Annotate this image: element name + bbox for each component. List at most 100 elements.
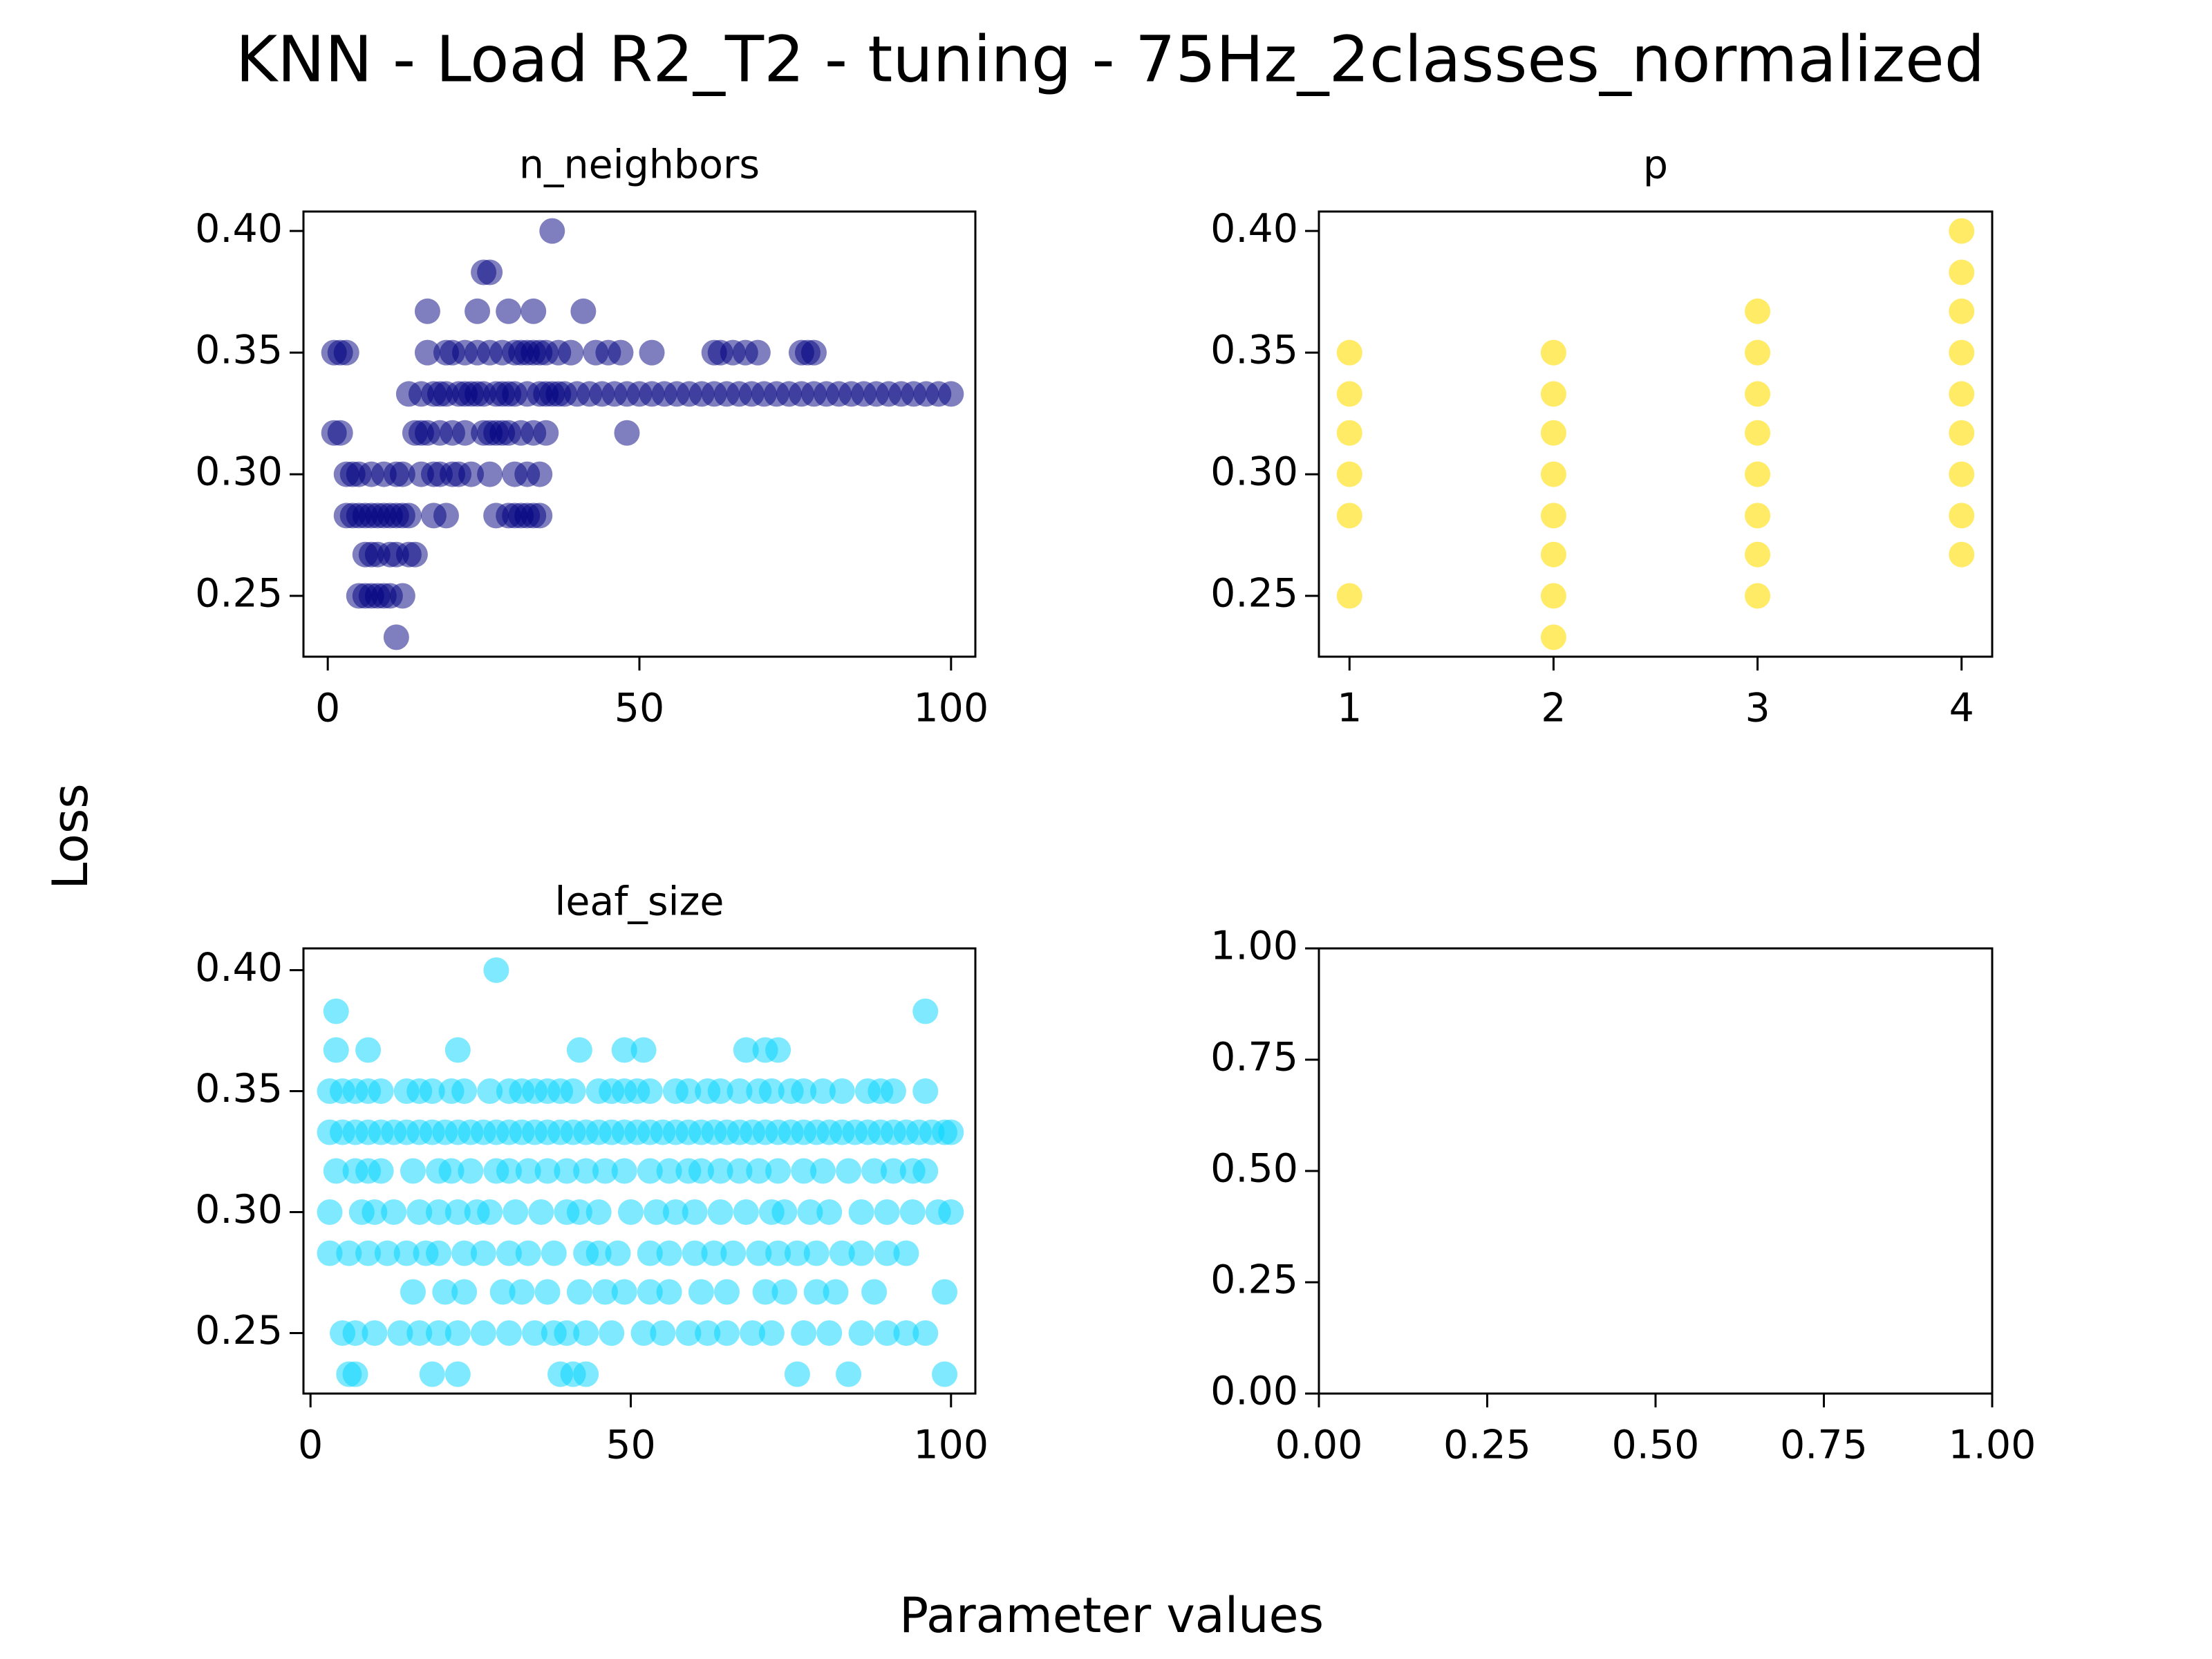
point bbox=[765, 1240, 791, 1266]
point bbox=[611, 1158, 637, 1184]
point bbox=[740, 1320, 766, 1346]
point bbox=[771, 1199, 798, 1225]
point bbox=[744, 339, 771, 366]
point bbox=[816, 1199, 843, 1225]
point bbox=[829, 1078, 855, 1104]
point bbox=[573, 1158, 599, 1184]
point bbox=[317, 1240, 343, 1266]
x-tick-label: 50 bbox=[615, 686, 665, 731]
point bbox=[541, 1240, 567, 1266]
point bbox=[496, 1158, 522, 1184]
y-tick-label: 0.25 bbox=[195, 1308, 283, 1353]
point bbox=[644, 1199, 670, 1225]
point bbox=[912, 1158, 939, 1184]
point bbox=[477, 259, 503, 285]
point bbox=[521, 298, 547, 324]
point bbox=[797, 1199, 823, 1225]
point bbox=[605, 1240, 631, 1266]
point bbox=[406, 1199, 433, 1225]
point bbox=[893, 1240, 919, 1266]
y-tick-label: 0.25 bbox=[195, 571, 283, 617]
point bbox=[432, 1279, 458, 1305]
point bbox=[336, 1240, 362, 1266]
x-tick-label: 3 bbox=[1745, 686, 1770, 731]
point bbox=[389, 583, 415, 609]
point bbox=[682, 1199, 708, 1225]
point bbox=[496, 298, 522, 324]
point bbox=[1540, 339, 1566, 366]
point bbox=[393, 1240, 420, 1266]
point bbox=[444, 1037, 471, 1063]
point bbox=[1540, 541, 1566, 568]
point bbox=[791, 1320, 817, 1346]
point bbox=[444, 1361, 471, 1387]
point bbox=[527, 503, 553, 529]
point bbox=[1336, 420, 1362, 446]
x-tick-label: 0 bbox=[298, 1423, 323, 1468]
point bbox=[387, 1320, 413, 1346]
y-axis-label: Loss bbox=[42, 783, 99, 890]
x-axis-label: Parameter values bbox=[899, 1587, 1324, 1644]
point bbox=[452, 420, 478, 446]
x-tick-label: 2 bbox=[1541, 686, 1566, 731]
point bbox=[585, 1240, 612, 1266]
y-tick-label: 0.35 bbox=[195, 328, 283, 373]
point bbox=[489, 1279, 516, 1305]
point bbox=[1949, 541, 1975, 568]
point bbox=[477, 1078, 503, 1104]
point bbox=[614, 420, 640, 446]
point bbox=[1540, 503, 1566, 529]
point bbox=[534, 1279, 561, 1305]
point bbox=[585, 1199, 612, 1225]
point bbox=[389, 461, 415, 487]
y-tick-label: 0.35 bbox=[1210, 328, 1298, 373]
point bbox=[1745, 503, 1771, 529]
x-tick-label: 4 bbox=[1949, 686, 1974, 731]
point bbox=[861, 1279, 888, 1305]
point bbox=[758, 1078, 785, 1104]
point bbox=[707, 1158, 733, 1184]
y-tick-label: 0.30 bbox=[195, 1187, 283, 1232]
x-tick-label: 0 bbox=[315, 686, 340, 731]
point bbox=[483, 957, 509, 983]
point bbox=[1949, 298, 1975, 324]
y-tick-label: 0.30 bbox=[195, 449, 283, 495]
point bbox=[707, 1078, 733, 1104]
point bbox=[1336, 583, 1362, 609]
point bbox=[426, 1320, 452, 1346]
point bbox=[611, 1279, 637, 1305]
point bbox=[1745, 541, 1771, 568]
point bbox=[656, 1158, 682, 1184]
point bbox=[682, 1240, 708, 1266]
point bbox=[426, 1199, 452, 1225]
point bbox=[451, 1240, 478, 1266]
point bbox=[383, 624, 409, 650]
point bbox=[470, 1240, 496, 1266]
axes-frame bbox=[1318, 210, 1994, 658]
point bbox=[400, 1158, 426, 1184]
point bbox=[630, 1037, 657, 1063]
point bbox=[558, 339, 584, 366]
point bbox=[444, 1199, 471, 1225]
point bbox=[637, 1279, 663, 1305]
point bbox=[912, 1320, 939, 1346]
point bbox=[727, 1078, 753, 1104]
point bbox=[566, 1279, 592, 1305]
point bbox=[675, 1078, 702, 1104]
point bbox=[848, 1240, 874, 1266]
point bbox=[1745, 583, 1771, 609]
subplot: leaf_size 0 50 100 0.25 0.30 0.35 0.40 bbox=[195, 879, 988, 1468]
subplot: n_neighbors 0 50 100 0.25 0.30 0.35 0.40 bbox=[195, 142, 988, 731]
point bbox=[554, 1320, 580, 1346]
point bbox=[899, 1199, 926, 1225]
point bbox=[515, 1158, 541, 1184]
point bbox=[1745, 461, 1771, 487]
point bbox=[656, 1279, 682, 1305]
point bbox=[720, 1240, 747, 1266]
point bbox=[800, 339, 827, 366]
x-tick-label: 0.75 bbox=[1780, 1423, 1868, 1468]
point bbox=[1336, 461, 1362, 487]
x-tick-label: 100 bbox=[913, 1423, 988, 1468]
point bbox=[608, 339, 634, 366]
